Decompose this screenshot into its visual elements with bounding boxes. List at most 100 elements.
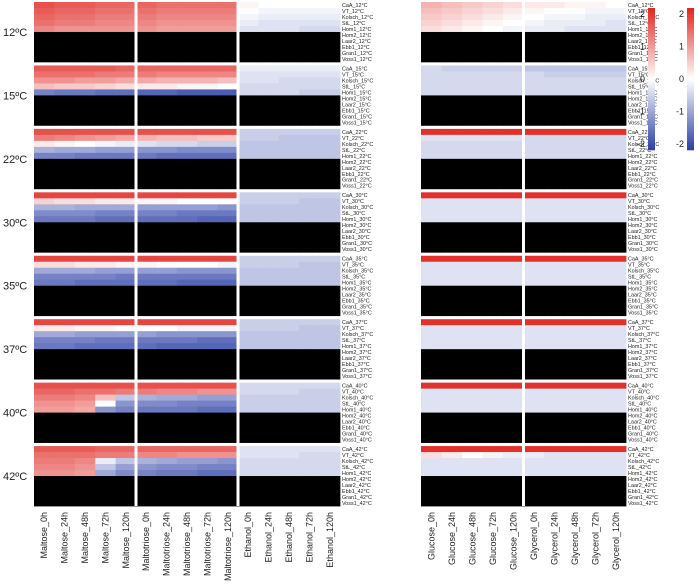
heatmap-cell xyxy=(319,331,341,338)
heatmap-cell xyxy=(441,83,463,90)
heatmap-cell xyxy=(421,95,442,102)
heatmap-cell xyxy=(605,158,627,166)
heatmap-cell xyxy=(421,325,442,332)
heatmap-cell xyxy=(136,71,157,78)
heatmap-cell xyxy=(564,204,586,211)
heatmap-cell xyxy=(197,382,218,390)
heatmap-cell xyxy=(482,291,504,299)
heatmap-cell xyxy=(605,464,627,471)
heatmap-cell xyxy=(605,319,627,326)
heatmap-cell xyxy=(421,77,442,84)
heatmap-cell xyxy=(523,418,545,425)
heatmap-cell xyxy=(95,37,116,45)
heatmap-cell xyxy=(95,246,116,253)
heatmap-cell xyxy=(421,19,442,27)
heatmap-cell xyxy=(319,55,341,63)
heatmap-cell xyxy=(523,279,545,287)
heatmap-cell xyxy=(319,424,341,431)
heatmap-cell xyxy=(441,89,463,96)
heatmap-cell xyxy=(34,210,55,217)
heatmap-cell xyxy=(299,331,320,338)
heatmap-cell xyxy=(462,7,483,15)
heatmap-cell xyxy=(523,228,545,235)
heatmap-cell xyxy=(74,337,96,344)
heatmap-cell xyxy=(585,261,606,269)
heatmap-cell xyxy=(156,452,178,459)
heatmap-cell xyxy=(34,77,55,84)
heatmap-cell xyxy=(462,176,483,184)
heatmap-cell xyxy=(176,65,198,72)
heatmap-cell xyxy=(54,182,76,190)
heatmap-cell xyxy=(34,373,55,380)
heatmap-cell xyxy=(441,49,463,57)
heatmap-cell xyxy=(156,7,178,15)
heatmap-cell xyxy=(136,297,157,305)
heatmap-cell xyxy=(238,309,259,317)
heatmap-cell xyxy=(115,55,137,63)
heatmap-cell xyxy=(564,255,586,263)
heatmap-cell xyxy=(503,2,524,9)
heatmap-cell xyxy=(217,494,239,501)
heatmap-cell xyxy=(441,482,463,489)
heatmap-cell xyxy=(544,95,565,102)
heatmap-cell xyxy=(462,37,483,45)
row-label: Voss1_42°C xyxy=(628,501,658,507)
row-label: Hom2_37°C xyxy=(342,350,372,356)
heatmap-cell xyxy=(95,152,116,160)
row-label: VT_15°C xyxy=(342,72,364,78)
temperature-label: 30ºC xyxy=(3,217,27,229)
heatmap-cell xyxy=(115,406,137,413)
heatmap-cell xyxy=(115,101,137,108)
heatmap-cell xyxy=(238,418,259,425)
heatmap-cell xyxy=(176,331,198,338)
heatmap-cell xyxy=(136,349,157,356)
heatmap-cell xyxy=(197,246,218,253)
row-label: CaA_40°C xyxy=(342,384,368,390)
heatmap-cell xyxy=(299,222,320,229)
heatmap-cell xyxy=(197,216,218,223)
heatmap-cell xyxy=(299,452,320,459)
heatmap-cell xyxy=(54,71,76,78)
heatmap-cell xyxy=(319,210,341,217)
heatmap-cell xyxy=(299,65,320,72)
heatmap-cell xyxy=(462,25,483,33)
heatmap-cell xyxy=(197,470,218,477)
heatmap-cell xyxy=(421,113,442,120)
heatmap-cell xyxy=(421,424,442,431)
heatmap-cell xyxy=(421,500,442,507)
heatmap-cell xyxy=(441,400,463,407)
heatmap-cell xyxy=(319,349,341,356)
heatmap-cell xyxy=(74,77,96,84)
heatmap-cell xyxy=(278,37,300,45)
column-label: Maltose_120h xyxy=(121,512,131,569)
heatmap-cell xyxy=(217,349,239,356)
heatmap-cell xyxy=(136,255,157,263)
legend-gradient-segment xyxy=(687,57,694,61)
heatmap-cell xyxy=(136,25,157,33)
heatmap-cell xyxy=(197,140,218,148)
heatmap-cell xyxy=(441,343,463,350)
row-label: Hom1_22°C xyxy=(342,154,372,160)
heatmap-cell xyxy=(156,470,178,477)
heatmap-cell xyxy=(34,412,55,419)
heatmap-cell xyxy=(54,216,76,223)
heatmap-cell xyxy=(278,2,300,9)
heatmap-cell xyxy=(217,158,239,166)
column-label: Glucose_120h xyxy=(508,512,518,570)
heatmap-cell xyxy=(197,240,218,247)
heatmap-cell xyxy=(95,412,116,419)
heatmap-cell xyxy=(421,297,442,305)
heatmap-cell xyxy=(156,424,178,431)
heatmap-cell xyxy=(34,216,55,223)
heatmap-cell xyxy=(421,355,442,362)
legend-gradient-segment xyxy=(648,105,655,108)
heatmap-cell xyxy=(54,77,76,84)
heatmap-cell xyxy=(564,388,586,396)
heatmap-cell xyxy=(299,400,320,407)
heatmap-cell xyxy=(605,476,627,483)
heatmap-cell xyxy=(54,488,76,495)
heatmap-cell xyxy=(74,303,96,311)
heatmap-cell xyxy=(238,134,259,142)
row-label: CaA_12°C xyxy=(628,3,654,9)
label-layer: CaA_12°CVT_12°CKolsch_12°CStL_12°CHom1_1… xyxy=(3,3,659,581)
